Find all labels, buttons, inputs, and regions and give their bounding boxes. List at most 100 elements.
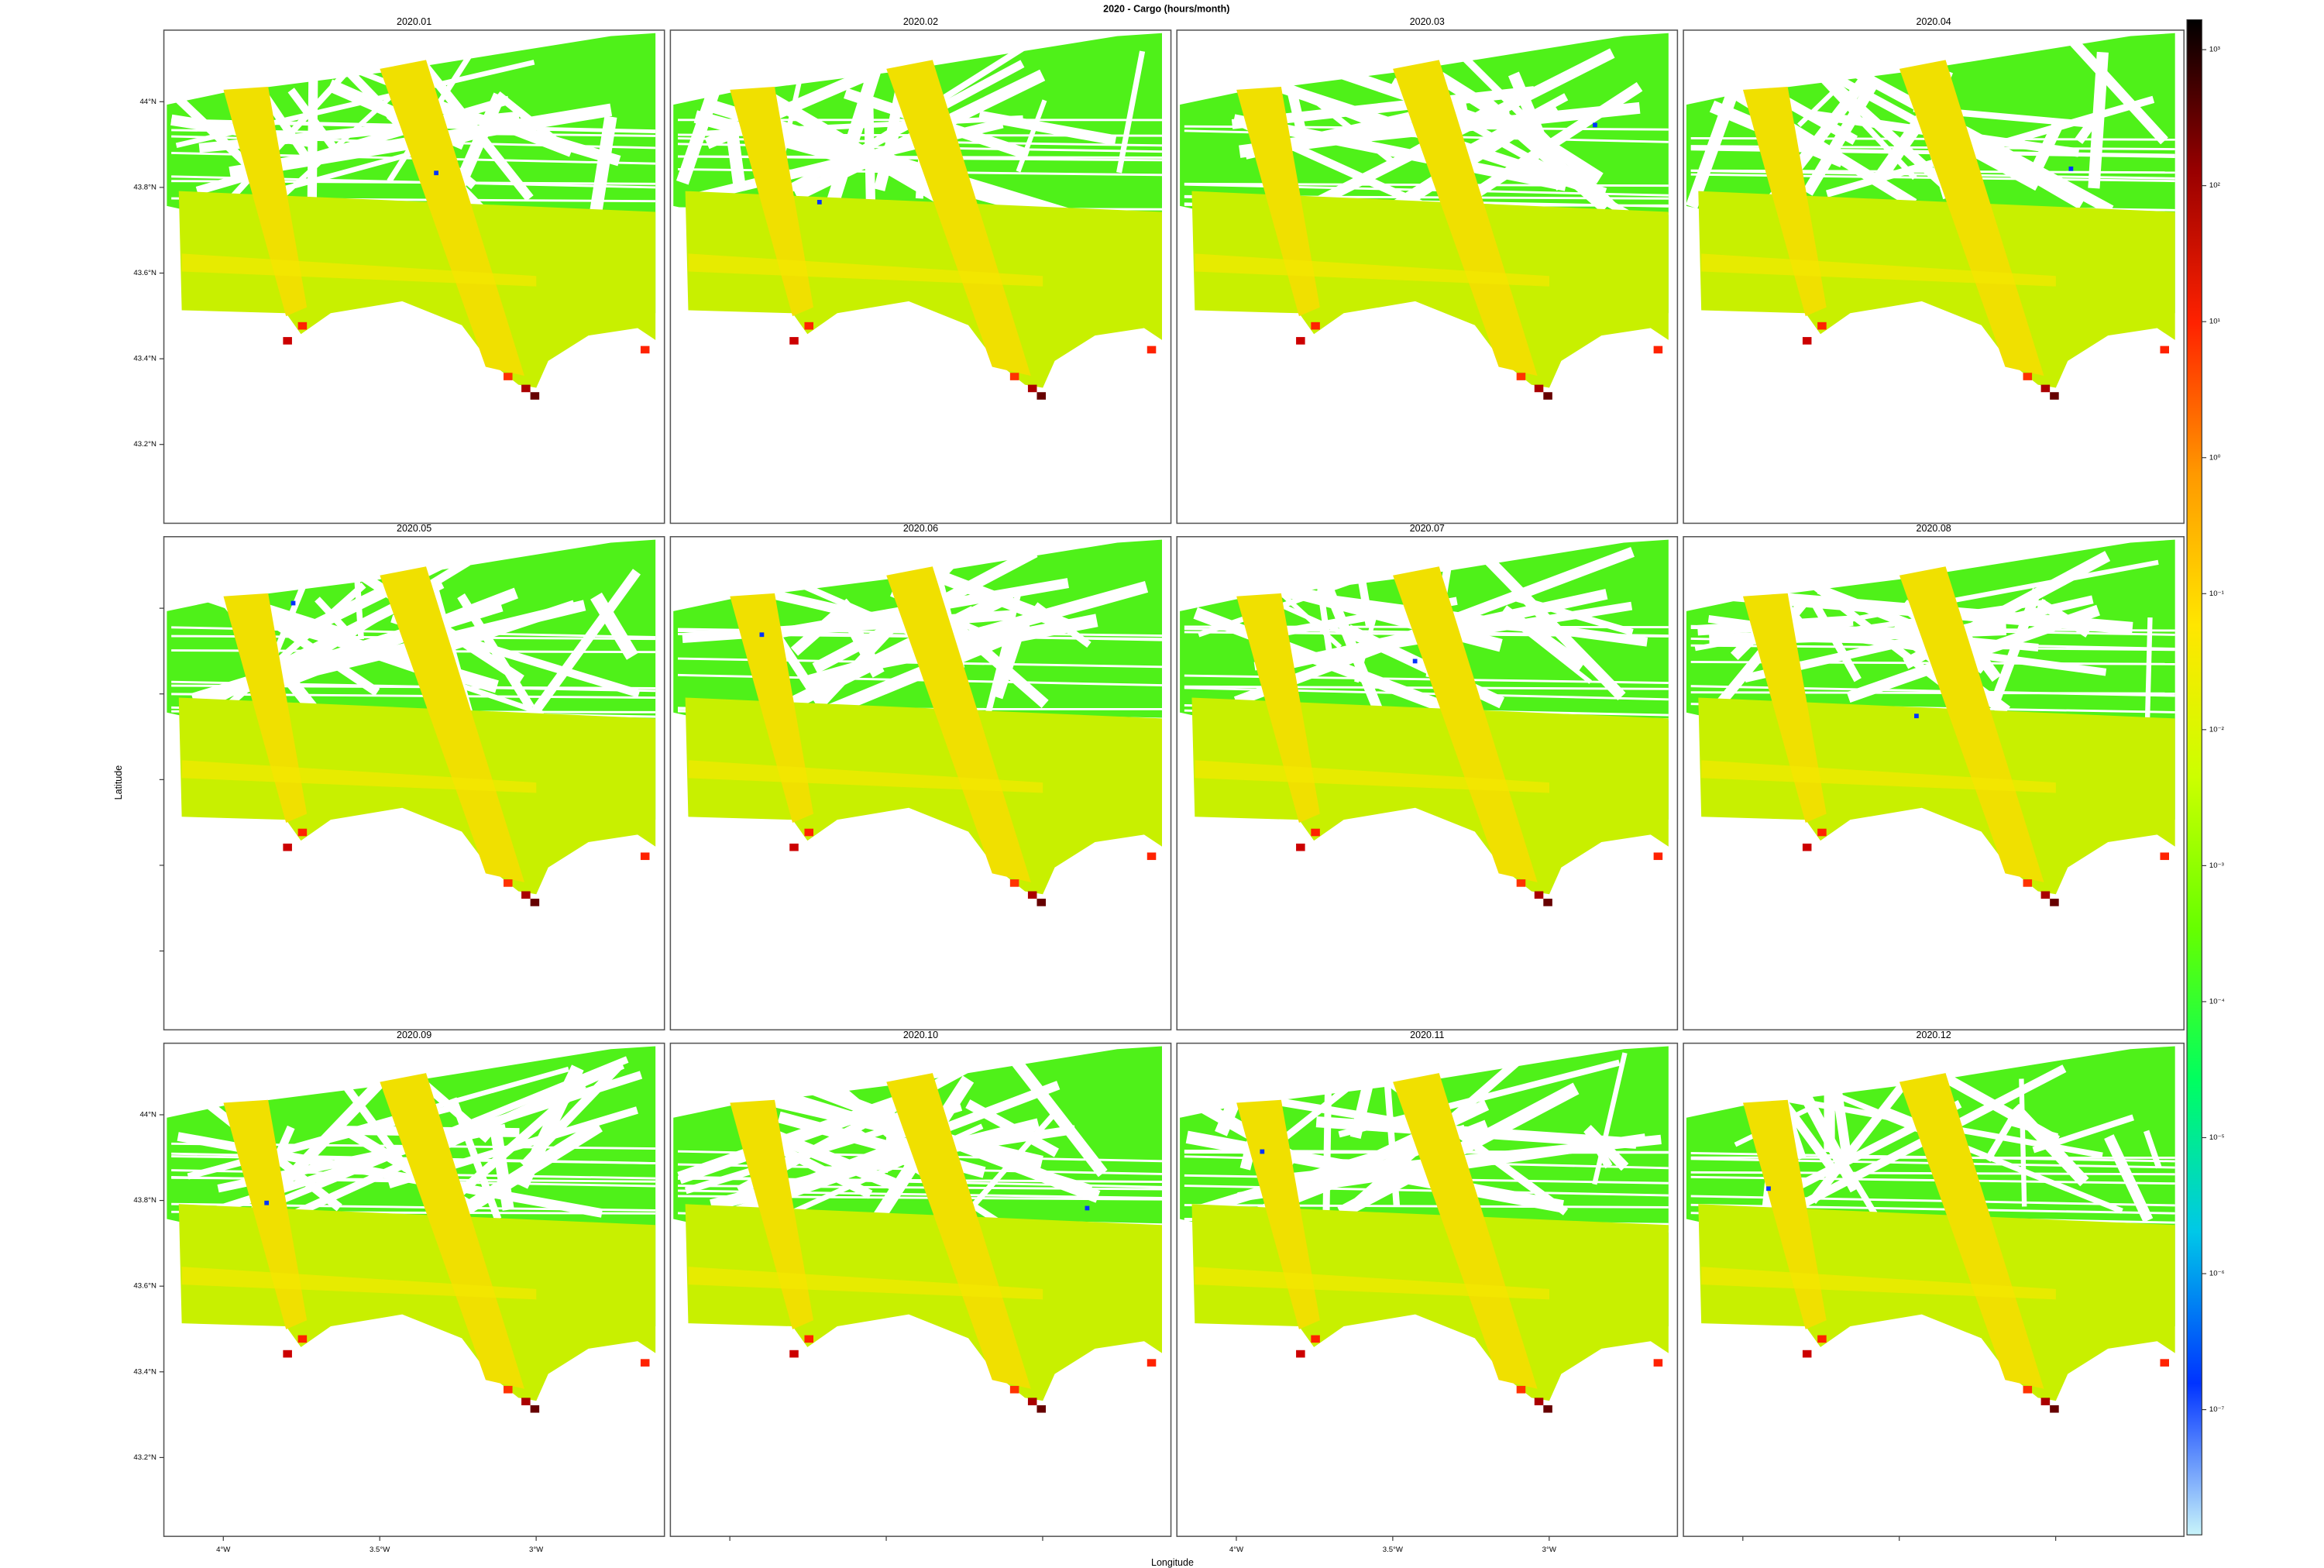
sparse-cell: [759, 632, 765, 638]
colorbar-tick-label: 10⁻²: [2209, 725, 2225, 734]
shipping-band: [1236, 593, 1320, 823]
coastal-traffic: [1191, 1204, 1669, 1401]
panel-frame: [163, 29, 665, 524]
shipping-band: [1743, 593, 1827, 823]
shipping-band: [886, 566, 1031, 882]
lane-gap: [1830, 1074, 1851, 1155]
shipping-band: [1195, 253, 1549, 287]
lane-gap: [1775, 619, 2039, 652]
port-hotspot: [2160, 852, 2169, 861]
panel-frame: [163, 536, 665, 1031]
port-hotspot: [1802, 1350, 1812, 1358]
y-tick-label: 43.2°N: [133, 1453, 156, 1462]
sparse-cell: [290, 600, 296, 606]
lane-gap: [1322, 1092, 1332, 1216]
shipping-band: [1236, 87, 1320, 317]
sparse-cell: [2068, 166, 2074, 171]
panel-frame: [669, 536, 1172, 1031]
lane-gap: [1462, 81, 1643, 205]
shipping-band: [1899, 1073, 2044, 1389]
lane-gap: [2104, 1134, 2154, 1223]
x-tick-label: 3°W: [529, 1546, 544, 1554]
shipping-band: [1743, 87, 1827, 317]
colorbar-tick-label: 10⁻³: [2209, 861, 2225, 870]
port-hotspot: [297, 1335, 308, 1343]
x-tick-label: 4°W: [1229, 1546, 1244, 1554]
colorbar-tick-label: 10⁻⁷: [2209, 1405, 2225, 1414]
lane-gap: [790, 598, 854, 656]
panel-frame: [1176, 1042, 1679, 1537]
shipping-band: [1701, 760, 2056, 793]
port-hotspot: [1653, 346, 1663, 354]
chart-title: 2020 - Cargo (hours/month): [1103, 3, 1229, 14]
port-hotspot: [1653, 852, 1663, 861]
port-hotspot: [804, 322, 813, 330]
y-tick-label: 43.4°N: [133, 1367, 156, 1376]
port-hotspot: [521, 384, 531, 393]
shipping-band: [1701, 1267, 2056, 1300]
panel-title: 2020.02: [903, 16, 938, 27]
lane-gap: [1215, 1086, 1246, 1136]
port-hotspot: [1311, 1335, 1320, 1343]
port-hotspot: [504, 1385, 513, 1394]
map-panel: 2020.02: [669, 16, 1172, 524]
coastal-traffic: [178, 191, 656, 388]
port-hotspot: [283, 337, 292, 345]
shipping-band: [688, 253, 1043, 287]
shipping-band: [1236, 1099, 1320, 1329]
lane-gap: [590, 115, 617, 213]
port-hotspot: [2160, 1359, 2169, 1367]
shipping-band: [730, 593, 813, 823]
panel-title: 2020.01: [397, 16, 431, 27]
port-hotspot: [1802, 337, 1812, 345]
x-tick-label: 3.5°W: [1383, 1546, 1404, 1554]
sparse-cell: [1085, 1205, 1090, 1211]
port-hotspot: [504, 373, 513, 380]
shipping-band: [1393, 566, 1538, 882]
coastal-traffic: [685, 697, 1162, 895]
port-hotspot: [1516, 879, 1526, 887]
port-hotspot: [640, 346, 650, 354]
panel-title: 2020.12: [1917, 1030, 1951, 1040]
panel-frame: [669, 1042, 1172, 1537]
shipping-band: [1393, 60, 1538, 377]
port-hotspot: [1543, 1405, 1552, 1413]
shipping-band: [1195, 760, 1549, 793]
port-hotspot: [1311, 828, 1320, 837]
port-hotspot: [530, 392, 540, 400]
y-tick-label: 44°N: [139, 98, 156, 106]
lane-gap: [820, 53, 886, 225]
sparse-cell: [264, 1200, 270, 1205]
coastal-traffic: [685, 1204, 1162, 1401]
lane-gap: [2144, 617, 2153, 718]
port-hotspot: [283, 843, 292, 851]
port-hotspot: [640, 1359, 650, 1367]
y-tick-label: 43.4°N: [133, 355, 156, 363]
lane-gap: [676, 43, 736, 185]
shipping-band: [1743, 1099, 1827, 1329]
lane-gap: [515, 1064, 584, 1189]
port-hotspot: [2040, 384, 2051, 393]
port-hotspot: [1516, 373, 1526, 380]
panel-frame: [1683, 29, 2185, 524]
map-panel: 2020.03: [1176, 16, 1679, 524]
lane-gap: [2067, 35, 2168, 145]
panel-frame: [1176, 29, 1679, 524]
sparse-cell: [1260, 1149, 1265, 1154]
shipping-band: [1393, 1073, 1538, 1389]
lane-gap: [1116, 50, 1146, 174]
sparse-cell: [1412, 658, 1418, 664]
colorbar-tick-label: 10⁻⁴: [2209, 997, 2225, 1006]
y-tick-label: 43.8°N: [133, 1196, 156, 1205]
panel-title: 2020.11: [1410, 1030, 1444, 1040]
port-hotspot: [1296, 337, 1305, 345]
port-hotspot: [1802, 843, 1812, 851]
port-hotspot: [530, 1405, 540, 1413]
lane-gap: [1009, 1055, 1108, 1178]
x-tick-label: 3.5°W: [370, 1546, 390, 1554]
port-hotspot: [297, 828, 308, 837]
lane-gap: [983, 593, 1021, 720]
colorbar-tick-label: 10¹: [2209, 318, 2220, 326]
y-tick-label: 44°N: [139, 1111, 156, 1119]
